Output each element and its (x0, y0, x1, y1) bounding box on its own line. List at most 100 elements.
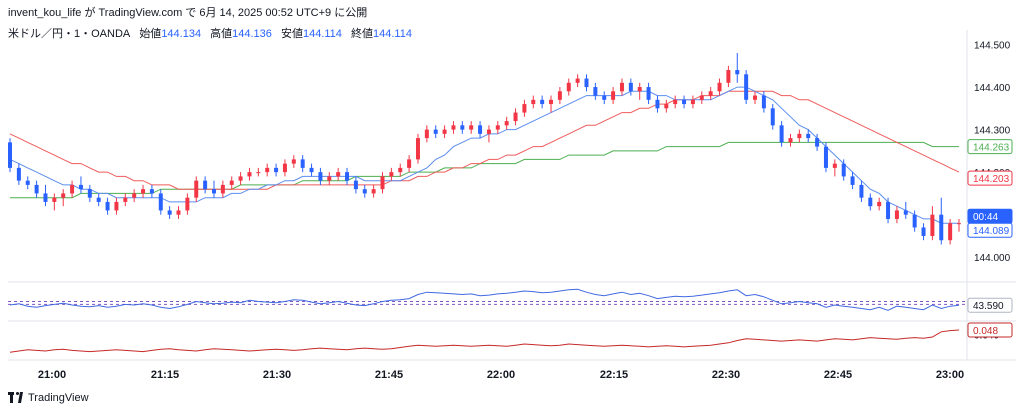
candle-body (486, 129, 491, 134)
candle-body (531, 99, 536, 105)
ma-mid-line (9, 90, 960, 190)
candle-body (850, 176, 855, 185)
candle-body (380, 176, 385, 190)
candle-body (611, 91, 616, 100)
candle-body (495, 125, 500, 130)
candle-body (832, 163, 837, 168)
candle-body (229, 180, 234, 185)
ma-mid-value-label-box (967, 170, 1013, 186)
candle-body (637, 87, 642, 92)
price-tick-label: 144.500 (974, 41, 1011, 52)
candle-body (868, 197, 873, 207)
time-tick-label: 23:00 (936, 369, 964, 381)
candle-body (194, 180, 199, 198)
time-tick-label: 22:00 (487, 369, 515, 381)
candle-body (504, 121, 509, 126)
candle-body (371, 189, 376, 194)
candle-body (442, 129, 447, 134)
candle-body (619, 82, 624, 92)
candle-body (141, 189, 146, 194)
ma-slow-value-label: 144.263 (973, 143, 1010, 154)
candle-body (167, 210, 172, 215)
candle-body (398, 167, 403, 173)
candle-body (256, 172, 261, 174)
price-tick-label: 144.300 (974, 126, 1011, 137)
rsi-value-label-box (967, 297, 1013, 313)
tradingview-logo-icon (8, 392, 24, 404)
candle-body (646, 87, 651, 100)
candle-body (185, 197, 190, 211)
candle-body (894, 210, 899, 219)
candle-body (158, 193, 163, 211)
candle-body (549, 99, 554, 105)
candle-body (690, 99, 695, 105)
candle-body (628, 82, 633, 92)
lower-value-label-box (967, 322, 1013, 338)
candle-body (513, 112, 518, 122)
candle-body (584, 78, 589, 88)
candle-body (362, 189, 367, 194)
time-tick-label: 21:45 (375, 369, 403, 381)
candle-body (61, 193, 66, 198)
candle-body (593, 87, 598, 96)
candle-body (903, 210, 908, 215)
candle-body (726, 70, 731, 83)
candle-body (132, 193, 137, 198)
candle-body (433, 129, 438, 134)
candle-body (424, 129, 429, 139)
candle-body (717, 82, 722, 92)
candle-body (451, 125, 456, 130)
high-value: 144.136 (232, 28, 272, 40)
candle-body (886, 201, 891, 219)
candle-body (415, 138, 420, 160)
candle-body (761, 95, 766, 109)
candle-body (70, 184, 75, 194)
candle-body (353, 180, 358, 190)
candle-body (877, 201, 882, 207)
candle-body (318, 172, 323, 181)
candle-body (43, 193, 48, 202)
candle-body (469, 125, 474, 130)
last-price-label-box (967, 222, 1013, 238)
candle-body (274, 167, 279, 173)
candle-body (930, 214, 935, 236)
candle-body (203, 180, 208, 190)
candle-body (327, 176, 332, 181)
ma-slow-value-label-box (967, 139, 1013, 155)
candle-body (540, 99, 545, 105)
candle-body (300, 159, 305, 168)
candle-body (841, 163, 846, 177)
candle-body (220, 184, 225, 194)
candle-body (78, 184, 83, 190)
candle-body (407, 159, 412, 168)
candle-body (823, 146, 828, 168)
candle-body (673, 99, 678, 105)
candle-body (87, 189, 92, 198)
candle-body (735, 70, 740, 75)
candle-body (699, 95, 704, 100)
candle-body (105, 201, 110, 211)
symbol-name: 米ドル／円・1・OANDA (8, 28, 131, 40)
candle-body (797, 133, 802, 139)
candle-body (859, 184, 864, 198)
price-tick-label: 144.400 (974, 83, 1011, 94)
low-label: 安値 (280, 28, 303, 40)
lower-indicator-line (9, 329, 960, 353)
time-tick-label: 22:45 (824, 369, 852, 381)
candle-body (957, 223, 961, 225)
candle-body (114, 201, 119, 211)
candle-body (575, 78, 580, 83)
candle-body (389, 172, 394, 177)
candle-body (779, 125, 784, 143)
candle-body (806, 133, 811, 139)
close-label: 終値 (350, 28, 373, 40)
candle-body (770, 108, 775, 126)
rsi-line (9, 288, 960, 311)
candle-body (478, 125, 483, 134)
candle-body (948, 223, 953, 241)
candle-body (52, 197, 57, 202)
candle-body (247, 172, 252, 177)
candle-body (96, 197, 101, 202)
candle-body (211, 189, 216, 194)
